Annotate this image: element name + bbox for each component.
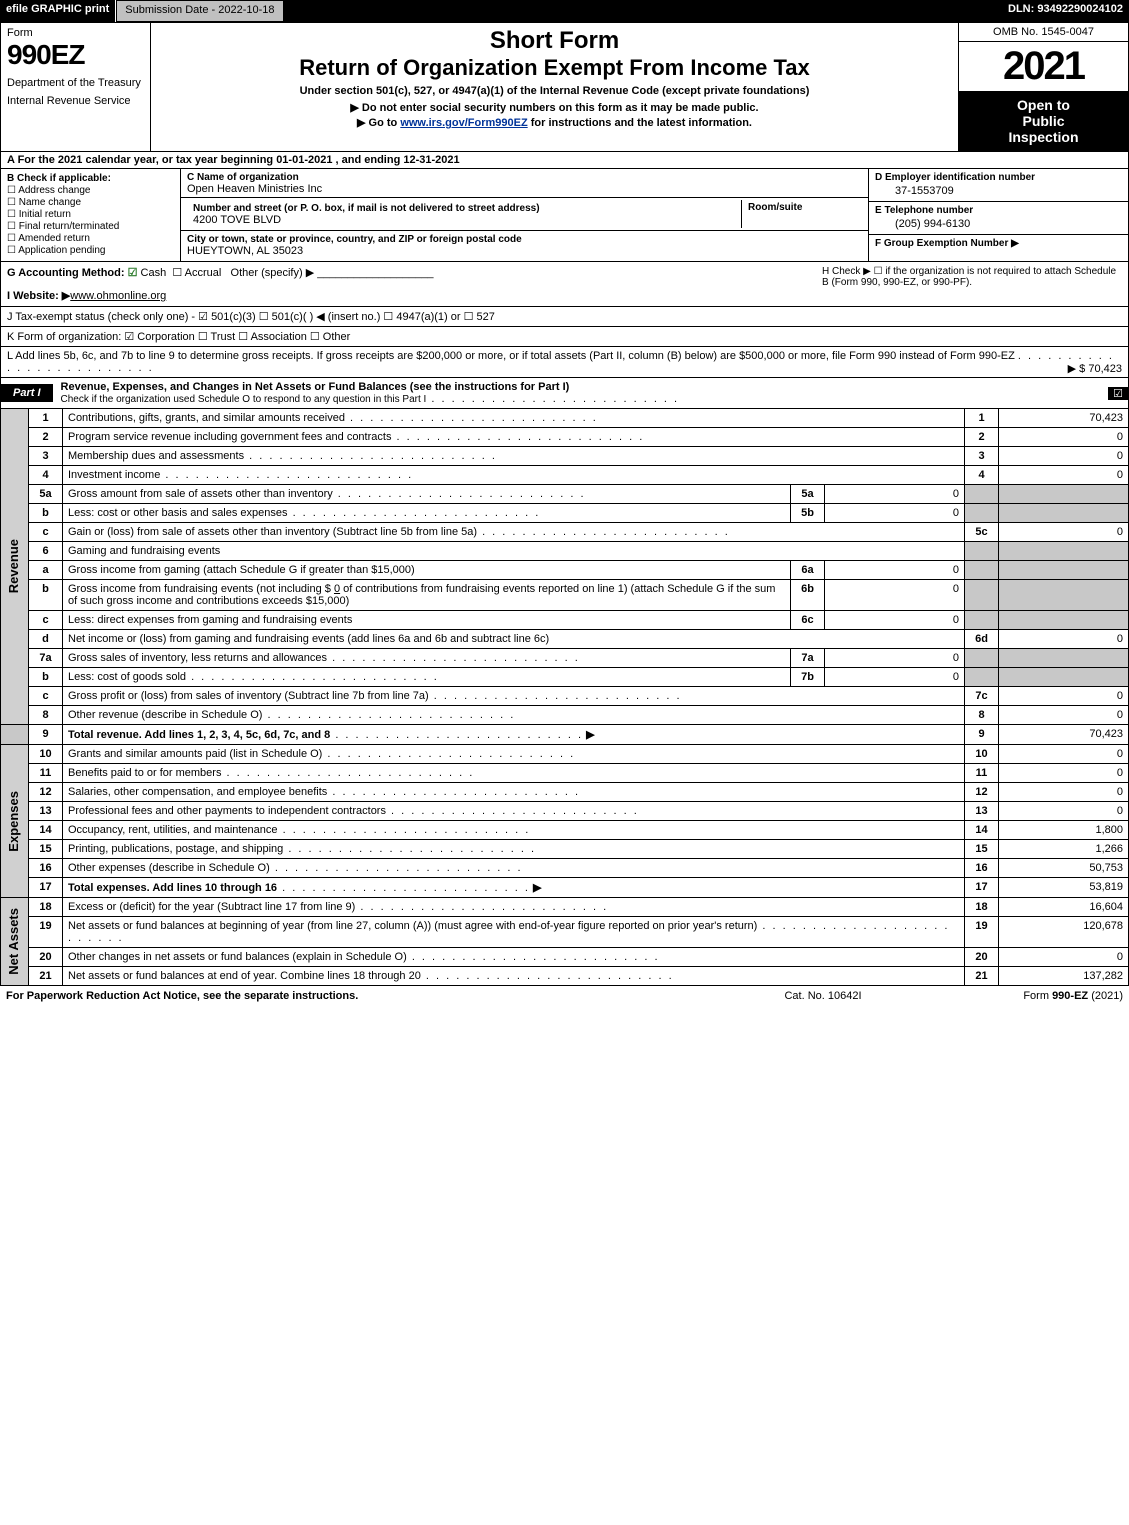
chk-application-pending[interactable]: ☐ Application pending: [7, 245, 174, 256]
top-bar: efile GRAPHIC print Submission Date - 20…: [0, 0, 1129, 22]
row-l-gross-receipts: L Add lines 5b, 6c, and 7b to line 9 to …: [0, 347, 1129, 378]
efile-label[interactable]: efile GRAPHIC print: [0, 0, 116, 22]
line-21: 21Net assets or fund balances at end of …: [1, 967, 1129, 986]
line-4: 4Investment income40: [1, 466, 1129, 485]
part-1-title: Revenue, Expenses, and Changes in Net As…: [53, 378, 1108, 408]
box-c-org: C Name of organization Open Heaven Minis…: [181, 169, 868, 261]
form-number: 990EZ: [7, 39, 144, 71]
line-7c: cGross profit or (loss) from sales of in…: [1, 687, 1129, 706]
ein-row: D Employer identification number 37-1553…: [869, 169, 1128, 202]
ein: 37-1553709: [875, 183, 1122, 199]
line-3: 3Membership dues and assessments30: [1, 447, 1129, 466]
row-k-form-of-org: K Form of organization: ☑ Corporation ☐ …: [0, 327, 1129, 347]
gross-receipts-amount: ▶ $ 70,423: [1068, 362, 1122, 375]
tax-year: 2021: [959, 42, 1128, 91]
page-footer: For Paperwork Reduction Act Notice, see …: [0, 986, 1129, 1006]
row-i-website: I Website: ▶www.ohmonline.org: [7, 289, 822, 302]
line-11: 11Benefits paid to or for members110: [1, 764, 1129, 783]
line-7b: bLess: cost of goods sold7b0: [1, 668, 1129, 687]
line-1: Revenue 1Contributions, gifts, grants, a…: [1, 409, 1129, 428]
website-url[interactable]: www.ohmonline.org: [70, 290, 166, 302]
line-6a: aGross income from gaming (attach Schedu…: [1, 561, 1129, 580]
part-1-tab: Part I: [1, 384, 53, 402]
box-b-checkboxes: B Check if applicable: ☐ Address change …: [1, 169, 181, 261]
line-17: 17Total expenses. Add lines 10 through 1…: [1, 878, 1129, 898]
city-row: City or town, state or province, country…: [181, 231, 868, 259]
line-6d: dNet income or (loss) from gaming and fu…: [1, 630, 1129, 649]
form-word: Form: [7, 27, 144, 39]
header-right: OMB No. 1545-0047 2021 Open to Public In…: [958, 23, 1128, 151]
irs-link[interactable]: www.irs.gov/Form990EZ: [400, 117, 527, 129]
net-assets-side-label: Net Assets: [6, 908, 21, 975]
no-ssn-note: ▶ Do not enter social security numbers o…: [157, 101, 952, 114]
chk-initial-return[interactable]: ☐ Initial return: [7, 209, 174, 220]
line-14: 14Occupancy, rent, utilities, and mainte…: [1, 821, 1129, 840]
line-20: 20Other changes in net assets or fund ba…: [1, 948, 1129, 967]
return-title: Return of Organization Exempt From Incom…: [157, 55, 952, 81]
line-7a: 7aGross sales of inventory, less returns…: [1, 649, 1129, 668]
goto-instructions: ▶ Go to www.irs.gov/Form990EZ for instru…: [157, 116, 952, 129]
line-12: 12Salaries, other compensation, and empl…: [1, 783, 1129, 802]
dept-irs: Internal Revenue Service: [7, 95, 144, 107]
street-address: 4200 TOVE BLVD: [193, 214, 281, 226]
line-10: Expenses 10Grants and similar amounts pa…: [1, 745, 1129, 764]
line-6b: bGross income from fundraising events (n…: [1, 580, 1129, 611]
part-1-header: Part I Revenue, Expenses, and Changes in…: [0, 378, 1129, 409]
line-6c: cLess: direct expenses from gaming and f…: [1, 611, 1129, 630]
line-5c: cGain or (loss) from sale of assets othe…: [1, 523, 1129, 542]
street-row: Number and street (or P. O. box, if mail…: [181, 198, 868, 231]
under-section: Under section 501(c), 527, or 4947(a)(1)…: [157, 85, 952, 97]
org-name-row: C Name of organization Open Heaven Minis…: [181, 169, 868, 198]
line-8: 8Other revenue (describe in Schedule O)8…: [1, 706, 1129, 725]
line-16: 16Other expenses (describe in Schedule O…: [1, 859, 1129, 878]
box-b-header: B Check if applicable:: [7, 173, 111, 184]
line-5b: bLess: cost or other basis and sales exp…: [1, 504, 1129, 523]
submission-date: Submission Date - 2022-10-18: [116, 0, 283, 22]
line-19: 19Net assets or fund balances at beginni…: [1, 917, 1129, 948]
expenses-side-label: Expenses: [6, 791, 21, 852]
open-to-public: Open to Public Inspection: [959, 91, 1128, 151]
part-1-schedule-o-check[interactable]: ☑: [1108, 387, 1128, 400]
org-name: Open Heaven Ministries Inc: [187, 183, 322, 195]
group-exemption-row: F Group Exemption Number ▶: [869, 235, 1128, 251]
dept-treasury: Department of the Treasury: [7, 77, 144, 89]
line-18: Net Assets 18Excess or (deficit) for the…: [1, 898, 1129, 917]
part-1-table: Revenue 1Contributions, gifts, grants, a…: [0, 409, 1129, 986]
row-j-tax-exempt: J Tax-exempt status (check only one) - ☑…: [0, 307, 1129, 327]
chk-address-change[interactable]: ☐ Address change: [7, 185, 174, 196]
line-13: 13Professional fees and other payments t…: [1, 802, 1129, 821]
form-header: Form 990EZ Department of the Treasury In…: [0, 22, 1129, 152]
dln: DLN: 93492290024102: [1002, 0, 1129, 22]
box-d-ids: D Employer identification number 37-1553…: [868, 169, 1128, 261]
short-form-title: Short Form: [157, 27, 952, 55]
revenue-side-label: Revenue: [6, 539, 21, 593]
chk-name-change[interactable]: ☐ Name change: [7, 197, 174, 208]
header-center: Short Form Return of Organization Exempt…: [151, 23, 958, 151]
row-g-accounting: G Accounting Method: ☑ Cash ☐ Accrual Ot…: [7, 266, 822, 279]
line-6: 6Gaming and fundraising events: [1, 542, 1129, 561]
chk-amended[interactable]: ☐ Amended return: [7, 233, 174, 244]
header-left: Form 990EZ Department of the Treasury In…: [1, 23, 151, 151]
row-a-tax-year: A For the 2021 calendar year, or tax yea…: [0, 152, 1129, 169]
form-ref: Form 990-EZ (2021): [923, 990, 1123, 1002]
line-5a: 5aGross amount from sale of assets other…: [1, 485, 1129, 504]
catalog-number: Cat. No. 10642I: [723, 990, 923, 1002]
row-g-h-i: G Accounting Method: ☑ Cash ☐ Accrual Ot…: [0, 262, 1129, 307]
paperwork-notice: For Paperwork Reduction Act Notice, see …: [6, 990, 723, 1002]
chk-final-return[interactable]: ☐ Final return/terminated: [7, 221, 174, 232]
line-2: 2Program service revenue including gover…: [1, 428, 1129, 447]
line-15: 15Printing, publications, postage, and s…: [1, 840, 1129, 859]
line-9: 9Total revenue. Add lines 1, 2, 3, 4, 5c…: [1, 725, 1129, 745]
telephone-row: E Telephone number (205) 994-6130: [869, 202, 1128, 235]
org-info-grid: B Check if applicable: ☐ Address change …: [0, 169, 1129, 262]
telephone: (205) 994-6130: [875, 216, 1122, 232]
row-h-schedule-b: H Check ▶ ☐ if the organization is not r…: [822, 266, 1122, 302]
city-state-zip: HUEYTOWN, AL 35023: [187, 245, 303, 257]
omb-number: OMB No. 1545-0047: [959, 23, 1128, 42]
